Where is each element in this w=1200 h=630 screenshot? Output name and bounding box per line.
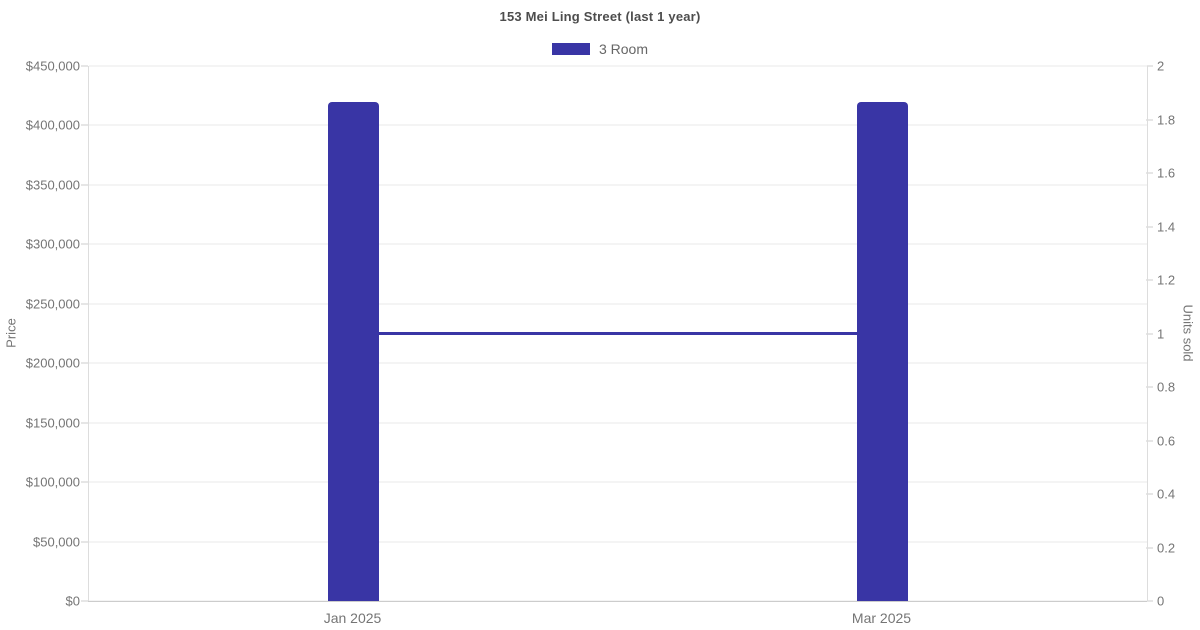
right-axis-tick-labels: 2 1.8 1.6 1.4 1.2 1 0.8 0.6 0.4 0.2 0 [1157, 59, 1197, 609]
right-axis-tick-mark [1146, 386, 1153, 388]
right-axis-tick-label: 0 [1157, 593, 1165, 609]
left-axis-tick-mark [81, 124, 88, 126]
left-axis-tick-mark [81, 184, 88, 186]
right-axis-tick-mark [1146, 65, 1153, 67]
right-axis-tick-mark [1146, 493, 1153, 495]
plot-area [88, 65, 1148, 602]
legend-label-3-room: 3 Room [598, 41, 649, 57]
right-axis-tick-label: 1 [1157, 326, 1165, 341]
right-axis-tick-mark [1146, 333, 1153, 334]
right-axis-tick-label: 1.2 [1157, 272, 1176, 288]
bars [89, 66, 1147, 601]
right-axis-tick-mark [1146, 279, 1153, 281]
left-axis-tick-label: $400,000 [25, 117, 80, 133]
left-axis-tick-mark [81, 65, 88, 67]
right-axis-tick-mark [1146, 600, 1153, 602]
right-axis-tick-marks [1146, 65, 1153, 602]
left-axis-tick-mark [81, 481, 88, 483]
left-axis-tick-label: $200,000 [25, 355, 80, 371]
x-axis-line [88, 601, 1147, 602]
left-axis-tick-label: $250,000 [25, 296, 80, 312]
x-axis-labels: Jan 2025 Mar 2025 [88, 610, 1146, 628]
right-axis-tick-label: 0.6 [1157, 433, 1176, 448]
left-axis-tick-label: $50,000 [33, 534, 80, 550]
right-axis-tick-label: 0.2 [1157, 540, 1176, 555]
left-axis-tick-marks [81, 65, 88, 602]
right-axis-tick-label: 2 [1157, 58, 1165, 74]
left-axis-tick-mark [81, 303, 88, 305]
gridline [89, 243, 1147, 245]
left-axis-tick-label: $350,000 [25, 177, 80, 193]
right-axis-tick-mark [1146, 119, 1153, 120]
left-axis-tick-mark [81, 600, 88, 602]
bar-jan-2025 [328, 101, 379, 601]
left-axis-tick-label: $100,000 [25, 474, 80, 490]
left-axis-tick-labels: $450,000 $400,000 $350,000 $300,000 $250,000… [0, 59, 80, 609]
right-axis-tick-label: 1.6 [1157, 165, 1176, 181]
left-axis-tick-mark [81, 541, 88, 543]
gridline [89, 124, 1147, 126]
left-axis-tick-label: $150,000 [25, 415, 80, 431]
gridline [89, 362, 1147, 364]
left-axis-tick-label: $300,000 [25, 236, 80, 252]
left-axis-tick-mark [81, 362, 88, 364]
bar-mar-2025 [857, 101, 908, 601]
legend-swatch-3-room [551, 43, 590, 55]
gridline [89, 541, 1147, 543]
left-axis-tick-label: $450,000 [25, 58, 80, 74]
left-axis-tick-mark [81, 422, 88, 424]
gridline [89, 481, 1147, 483]
chart-title: 153 Mei Ling Street (last 1 year) [499, 9, 701, 24]
gridline [89, 303, 1147, 305]
right-axis-tick-label: 0.4 [1157, 486, 1176, 502]
x-axis-label: Mar 2025 [851, 610, 912, 626]
right-axis-tick-label: 1.4 [1157, 219, 1176, 234]
x-axis-label: Jan 2025 [323, 610, 382, 626]
gridline [89, 184, 1147, 186]
right-axis-tick-mark [1146, 172, 1153, 174]
left-axis-tick-mark [81, 243, 88, 245]
right-axis-tick-mark [1146, 547, 1153, 548]
right-axis-tick-mark [1146, 440, 1153, 441]
gridline [89, 422, 1147, 424]
right-axis-tick-label: 0.8 [1157, 379, 1176, 395]
gridline [89, 65, 1147, 67]
legend: 3 Room [0, 41, 1200, 57]
right-axis-tick-mark [1146, 226, 1153, 227]
right-axis-tick-label: 1.8 [1157, 112, 1176, 127]
left-axis-tick-label: $0 [65, 593, 80, 609]
units-sold-line [89, 66, 1147, 601]
